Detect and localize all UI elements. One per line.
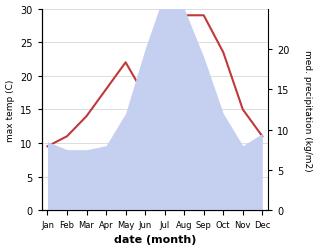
X-axis label: date (month): date (month)	[114, 234, 196, 244]
Y-axis label: max temp (C): max temp (C)	[5, 79, 15, 141]
Y-axis label: med. precipitation (kg/m2): med. precipitation (kg/m2)	[303, 49, 313, 170]
